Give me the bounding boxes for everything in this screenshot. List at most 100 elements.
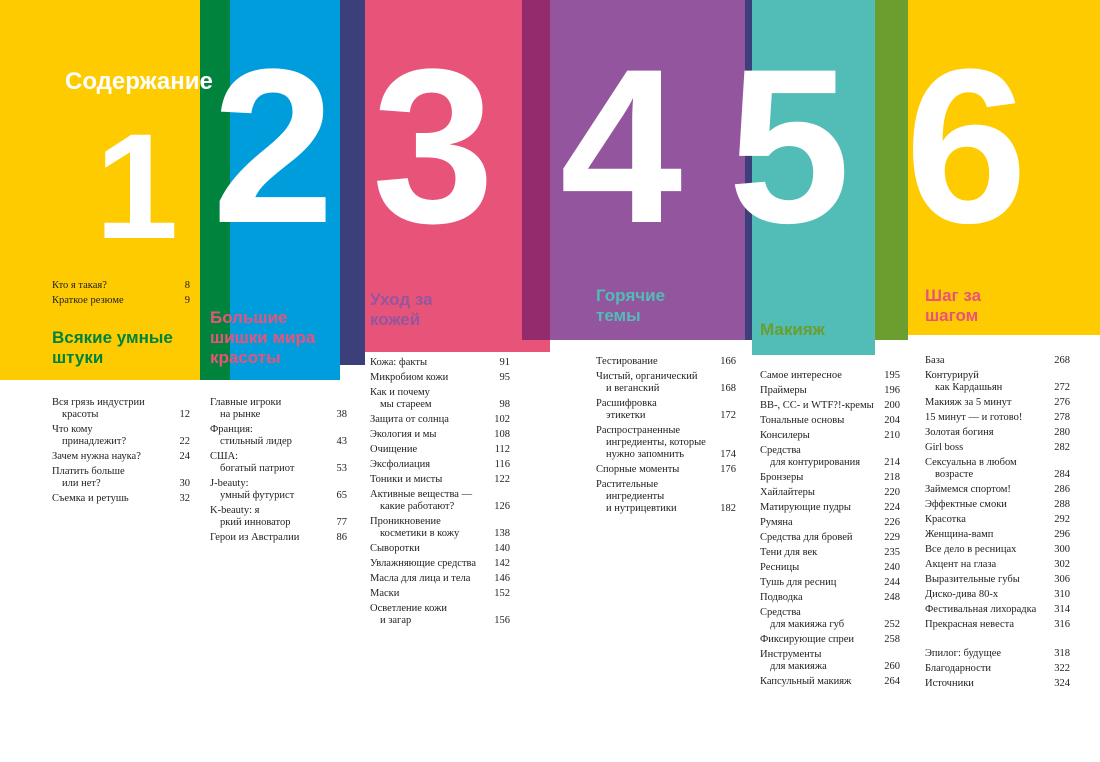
toc-entry[interactable]: Вся грязь индустрии красоты 12 <box>52 397 190 421</box>
toc-entry-title: Маски <box>370 588 399 600</box>
toc-entry[interactable]: Экология и мы 108 <box>370 429 510 441</box>
toc-entry[interactable]: Чистый, органический и веганский 168 <box>596 371 736 395</box>
toc-entry[interactable]: Акцент на глаза 302 <box>925 559 1070 571</box>
toc-entry[interactable]: Съемка и ретушь 32 <box>52 493 190 505</box>
toc-entry[interactable]: Подводка 248 <box>760 592 900 604</box>
toc-entry[interactable]: Тени для век 235 <box>760 547 900 559</box>
toc-entry[interactable]: Расшифровка этикетки 172 <box>596 398 736 422</box>
toc-entry-page: 172 <box>720 410 736 421</box>
toc-entry[interactable]: Растительные ингредиенты и нутрицевтики 182 <box>596 479 736 515</box>
toc-entry[interactable]: Сыворотки 140 <box>370 543 510 555</box>
toc-entry[interactable]: Girl boss 282 <box>925 442 1070 454</box>
toc-entry-line: Чистый, органический <box>596 371 698 382</box>
toc-entry[interactable]: Благодарности 322 <box>925 663 1070 675</box>
toc-entry[interactable]: 15 минут — и готово! 278 <box>925 412 1070 424</box>
toc-entry-line: Тени для век <box>760 547 818 558</box>
toc-entry-title: Эффектные смоки <box>925 499 1007 511</box>
toc-entry-title: Женщина-вамп <box>925 529 993 541</box>
toc-entry[interactable]: Тоники и мисты 122 <box>370 474 510 486</box>
toc-entry[interactable]: Ресницы 240 <box>760 562 900 574</box>
toc-entry[interactable]: Средства для макияжа губ 252 <box>760 607 900 631</box>
toc-entry[interactable]: Эксфолиация 116 <box>370 459 510 471</box>
toc-entry-page: 24 <box>179 451 191 462</box>
toc-entry[interactable]: Макияж за 5 минут 276 <box>925 397 1070 409</box>
toc-entry[interactable]: Хайлайтеры 220 <box>760 487 900 499</box>
toc-entry[interactable]: Платить больше или нет? 30 <box>52 466 190 490</box>
toc-entry[interactable]: Кожа: факты 91 <box>370 357 510 369</box>
toc-entry[interactable]: Фиксирующие спреи 258 <box>760 634 900 646</box>
toc-entry-line: ингредиенты <box>606 491 665 502</box>
toc-entry-page: 65 <box>336 490 348 501</box>
toc-entry[interactable]: База 268 <box>925 355 1070 367</box>
toc-entry[interactable]: Распространенные ингредиенты, которые нужн… <box>596 425 736 461</box>
toc-entry[interactable]: Тушь для ресниц 244 <box>760 577 900 589</box>
toc-entry[interactable]: Микробиом кожи 95 <box>370 372 510 384</box>
toc-entry[interactable]: Сексуальна в любом возрасте 284 <box>925 457 1070 481</box>
toc-entry[interactable]: Герои из Австралии 86 <box>210 532 347 544</box>
toc-entry[interactable]: Эпилог: будущее 318 <box>925 648 1070 660</box>
toc-entry[interactable]: Главные игроки на рынке 38 <box>210 397 347 421</box>
toc-entry[interactable]: Проникновение косметики в кожу 138 <box>370 516 510 540</box>
toc-entry[interactable]: Красотка 292 <box>925 514 1070 526</box>
toc-entry[interactable]: Очищение 112 <box>370 444 510 456</box>
toc-entry[interactable]: Диско-дива 80-х 310 <box>925 589 1070 601</box>
toc-entry[interactable]: Золотая богиня 280 <box>925 427 1070 439</box>
toc-entry[interactable]: Контурируй как Кардашьян 272 <box>925 370 1070 394</box>
toc-entry[interactable]: Франция: стильный лидер 43 <box>210 424 347 448</box>
toc-entry[interactable]: Эффектные смоки 288 <box>925 499 1070 511</box>
toc-entry[interactable]: Фестивальная лихорадка 314 <box>925 604 1070 616</box>
toc-entry-page: 9 <box>184 295 190 306</box>
toc-entry[interactable]: Тестирование 166 <box>596 356 736 368</box>
toc-entry[interactable]: Матирующие пудры 224 <box>760 502 900 514</box>
toc-entry[interactable]: Средства для контурирования 214 <box>760 445 900 469</box>
toc-entry[interactable]: J-beauty: умный футурист 65 <box>210 478 347 502</box>
toc-entry[interactable]: K-beauty: я ркий инноватор 77 <box>210 505 347 529</box>
toc-entry-title: Праймеры <box>760 385 807 397</box>
toc-entry[interactable]: Выразительные губы 306 <box>925 574 1070 586</box>
toc-entry-line: Как и почему <box>370 387 430 398</box>
toc-entry[interactable]: Румяна 226 <box>760 517 900 529</box>
toc-entry[interactable]: Бронзеры 218 <box>760 472 900 484</box>
toc-entry[interactable]: Спорные моменты 176 <box>596 464 736 476</box>
toc-entry-line: Сыворотки <box>370 543 420 554</box>
toc-entry[interactable]: Капсульный макияж 264 <box>760 676 900 688</box>
toc-entry[interactable]: Кто я такая? 8 <box>52 280 190 292</box>
toc-entry-title: Расшифровка этикетки <box>596 398 657 422</box>
toc-entry-page: 8 <box>184 280 190 291</box>
toc-entry[interactable]: Самое интересное 195 <box>760 370 900 382</box>
toc-entry[interactable]: Осветление кожи и загар 156 <box>370 603 510 627</box>
stripe-yellow-right <box>908 0 1100 335</box>
toc-entry[interactable]: Что кому принадлежит? 22 <box>52 424 190 448</box>
toc-entry[interactable]: Займемся спортом! 286 <box>925 484 1070 496</box>
toc-entry[interactable]: Тональные основы 204 <box>760 415 900 427</box>
toc-entry[interactable]: Консилеры 210 <box>760 430 900 442</box>
toc-entry-line: Спорные моменты <box>596 464 680 475</box>
toc-entry[interactable]: Средства для бровей 229 <box>760 532 900 544</box>
toc-entry-page: 53 <box>336 463 348 474</box>
toc-entry[interactable]: Увлажняющие средства 142 <box>370 558 510 570</box>
chapter-heading-line: кожей <box>370 310 421 329</box>
toc-entry[interactable]: Женщина-вамп 296 <box>925 529 1070 541</box>
intro-list: Кто я такая? 8 Краткое резюме 9 <box>52 280 190 310</box>
toc-entry[interactable]: BB-, CC- и WTF?!-кремы 200 <box>760 400 900 412</box>
toc-entry[interactable]: Масла для лица и тела 146 <box>370 573 510 585</box>
toc-entry[interactable]: Активные вещества — какие работают? 126 <box>370 489 510 513</box>
toc-entry[interactable]: Праймеры 196 <box>760 385 900 397</box>
chapter-number-6: 6 <box>905 23 1028 269</box>
toc-entry[interactable]: Источники 324 <box>925 678 1070 690</box>
toc-entry[interactable]: США: богатый патриот 53 <box>210 451 347 475</box>
toc-entry[interactable]: Как и почему мы стареем 98 <box>370 387 510 411</box>
chapter-heading-line: Горячие <box>596 286 666 305</box>
toc-entry[interactable]: Инструменты для макияжа 260 <box>760 649 900 673</box>
toc-entry[interactable]: Краткое резюме 9 <box>52 295 190 307</box>
toc-entry-line: Эффектные смоки <box>925 499 1007 510</box>
chapter-number-4: 4 <box>560 23 683 269</box>
toc-entry[interactable]: Зачем нужна наука? 24 <box>52 451 190 463</box>
toc-entry[interactable]: Прекрасная невеста 316 <box>925 619 1070 631</box>
toc-entry[interactable]: Все дело в ресницах 300 <box>925 544 1070 556</box>
toc-entry-title: Румяна <box>760 517 793 529</box>
toc-entry[interactable]: Защита от солнца 102 <box>370 414 510 426</box>
toc-entry[interactable]: Маски 152 <box>370 588 510 600</box>
toc-entry-page: 142 <box>494 558 510 569</box>
toc-entry-page: 284 <box>1054 469 1070 480</box>
